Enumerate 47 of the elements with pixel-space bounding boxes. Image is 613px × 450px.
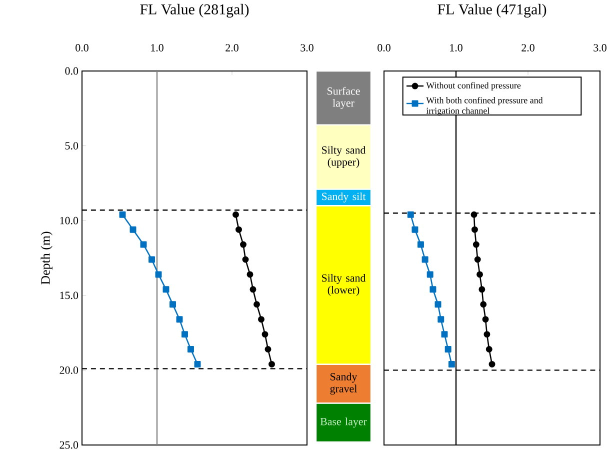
chart-title: FL Value (281gal): [140, 4, 249, 18]
point: [482, 316, 489, 323]
point: [441, 331, 448, 338]
legend-label: With both confined pressure and irrigation channel: [426, 96, 543, 116]
y-tick-label: 5.0: [65, 142, 78, 150]
point: [448, 360, 455, 368]
point: [430, 286, 436, 293]
x-tick-label: 2.0: [522, 44, 534, 52]
series-label: Sandy silt: [322, 192, 366, 202]
y-tick-label: 0.0: [65, 67, 78, 75]
point: [426, 271, 434, 278]
y-tick-label: 20.0: [60, 366, 78, 374]
series-label: Sandy gravel: [330, 372, 358, 395]
x-tick-label: 0.0: [76, 44, 88, 52]
point: [472, 241, 480, 248]
point: [422, 256, 428, 263]
point: [480, 301, 487, 308]
chart-title: FL Value (471gal): [438, 4, 546, 18]
series-label: Silty sand (upper): [322, 146, 366, 168]
point: [417, 241, 424, 248]
series-label: Silty sand (lower): [322, 274, 366, 296]
point: [407, 211, 414, 218]
x-tick-label: 3.0: [300, 44, 314, 52]
x-tick-label: 1.0: [450, 44, 462, 52]
x-tick-label: 0.0: [378, 44, 390, 52]
point: [486, 346, 492, 353]
y-tick-label: 15.0: [60, 292, 78, 300]
point: [470, 211, 478, 218]
point: [412, 226, 418, 233]
point: [474, 256, 481, 263]
point: [484, 331, 490, 338]
point: [444, 346, 452, 353]
point: [488, 360, 496, 368]
x-tick-label: 3.0: [594, 44, 606, 52]
legend-label: Without confined pressure: [426, 82, 521, 90]
point: [478, 286, 486, 293]
series-label: Surface layer: [328, 86, 360, 109]
point: [438, 316, 444, 323]
x-tick-label: 2.0: [226, 44, 238, 52]
y-tick-label: 25.0: [60, 441, 78, 449]
point: [471, 226, 478, 233]
series-label: Base layer: [320, 418, 367, 428]
y-axis-title: Depth (m): [40, 232, 52, 284]
x-tick-label: 1.0: [151, 44, 164, 52]
y-tick-label: 10.0: [60, 216, 78, 224]
point: [476, 271, 484, 278]
point: [434, 301, 442, 308]
